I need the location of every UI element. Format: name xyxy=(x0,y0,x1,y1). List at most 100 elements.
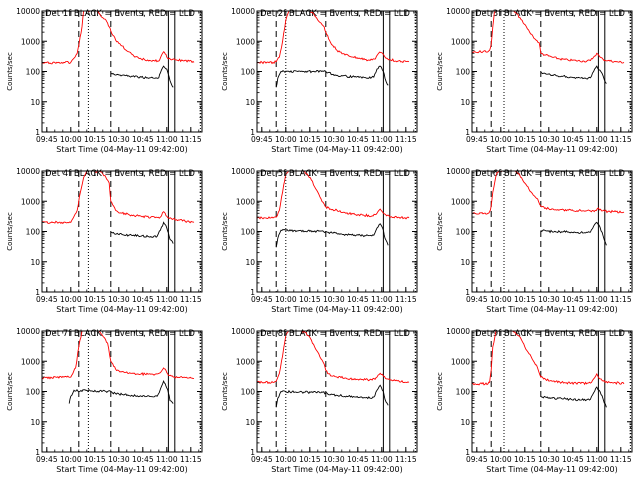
y-tick-label: 1000 xyxy=(21,357,40,366)
chart-title: Det 8f BLACK = Events, RED = LLD xyxy=(260,329,410,339)
x-tick-label: 11:00 xyxy=(586,295,608,304)
x-tick-label: 09:45 xyxy=(251,135,273,144)
red-lld-series-line xyxy=(42,171,195,225)
x-tick-label: 11:15 xyxy=(610,135,632,144)
black-events-series-line xyxy=(110,65,174,88)
y-tick-label: 10 xyxy=(245,418,255,427)
x-axis-label: Start Time (04-May-11 09:42:00) xyxy=(56,465,187,474)
x-tick-label: 10:00 xyxy=(275,455,297,464)
x-tick-label: 09:45 xyxy=(36,135,58,144)
detector-panel-6: Det 6f BLACK = Events, RED = LLD Counts/s… xyxy=(436,167,633,314)
black-events-series-line xyxy=(110,221,174,244)
x-tick-label: 10:30 xyxy=(538,295,560,304)
x-tick-label: 11:15 xyxy=(180,455,202,464)
x-tick-label: 10:15 xyxy=(84,135,106,144)
red-lld-series-line xyxy=(42,11,195,65)
y-axis-label: Counts/sec xyxy=(221,212,229,251)
y-tick-label: 10000 xyxy=(16,7,40,16)
x-tick-label: 10:30 xyxy=(108,295,130,304)
y-tick-label: 100 xyxy=(26,388,41,397)
y-axis-label: Counts/sec xyxy=(221,52,229,91)
y-axis-label: Counts/sec xyxy=(436,212,444,251)
x-tick-label: 10:45 xyxy=(562,295,584,304)
red-lld-series-line xyxy=(42,331,195,380)
detector-panel-9: Det 9f BLACK = Events, RED = LLD Counts/s… xyxy=(436,327,633,474)
x-axis-label: Start Time (04-May-11 09:42:00) xyxy=(271,145,402,154)
chart-title: Det 6f BLACK = Events, RED = LLD xyxy=(475,169,625,179)
x-tick-label: 11:15 xyxy=(610,455,632,464)
x-tick-label: 10:45 xyxy=(347,135,369,144)
x-tick-label: 11:15 xyxy=(180,135,202,144)
x-tick-label: 10:00 xyxy=(275,295,297,304)
chart-title: Det 9f BLACK = Events, RED = LLD xyxy=(475,329,625,339)
chart-title: Det 7f BLACK = Events, RED = LLD xyxy=(45,329,195,339)
x-tick-label: 10:30 xyxy=(323,135,345,144)
x-tick-label: 10:45 xyxy=(562,135,584,144)
x-tick-label: 10:00 xyxy=(490,455,512,464)
x-tick-label: 10:15 xyxy=(84,455,106,464)
x-tick-label: 11:00 xyxy=(156,295,178,304)
plot-frame xyxy=(471,10,633,133)
detector-panel-1: Det 1f BLACK = Events, RED = LLD Counts/s… xyxy=(6,7,203,154)
x-tick-label: 10:00 xyxy=(60,295,82,304)
y-tick-label: 1000 xyxy=(451,197,470,206)
x-tick-label: 11:15 xyxy=(180,295,202,304)
y-tick-label: 1000 xyxy=(236,37,255,46)
y-tick-label: 10 xyxy=(245,98,255,107)
x-tick-label: 10:15 xyxy=(299,135,321,144)
x-tick-label: 11:15 xyxy=(395,135,417,144)
y-tick-label: 100 xyxy=(456,68,471,77)
y-tick-label: 1000 xyxy=(236,197,255,206)
y-tick-label: 100 xyxy=(26,228,41,237)
y-tick-label: 10000 xyxy=(231,167,255,176)
y-tick-label: 10000 xyxy=(16,167,40,176)
plot-frame xyxy=(41,170,203,293)
chart-title: Det 1f BLACK = Events, RED = LLD xyxy=(45,9,195,19)
x-tick-label: 10:30 xyxy=(538,135,560,144)
detector-panel-7: Det 7f BLACK = Events, RED = LLD Counts/s… xyxy=(6,327,203,474)
y-tick-label: 100 xyxy=(241,388,256,397)
x-tick-label: 09:45 xyxy=(36,455,58,464)
x-axis-label: Start Time (04-May-11 09:42:00) xyxy=(56,145,187,154)
detector-panel-8: Det 8f BLACK = Events, RED = LLD Counts/s… xyxy=(221,327,418,474)
y-tick-label: 100 xyxy=(456,228,471,237)
y-tick-label: 1000 xyxy=(236,357,255,366)
red-lld-series-line xyxy=(257,171,410,220)
black-events-series-line xyxy=(540,386,607,408)
y-tick-label: 1000 xyxy=(451,357,470,366)
x-tick-label: 11:00 xyxy=(371,295,393,304)
x-tick-label: 10:00 xyxy=(490,295,512,304)
red-lld-series-line xyxy=(257,11,410,65)
black-events-series-line xyxy=(275,65,389,88)
x-tick-label: 11:15 xyxy=(395,295,417,304)
y-tick-label: 10000 xyxy=(446,327,470,336)
y-tick-label: 100 xyxy=(26,68,41,77)
x-tick-label: 10:15 xyxy=(514,455,536,464)
x-tick-label: 10:45 xyxy=(347,295,369,304)
x-tick-label: 11:00 xyxy=(156,135,178,144)
x-axis-label: Start Time (04-May-11 09:42:00) xyxy=(271,305,402,314)
x-tick-label: 11:00 xyxy=(586,135,608,144)
plot-frame xyxy=(256,170,418,293)
black-events-series-line xyxy=(275,384,389,408)
x-tick-label: 10:30 xyxy=(108,455,130,464)
red-lld-series-line xyxy=(257,331,410,385)
red-lld-series-line xyxy=(472,171,625,215)
y-axis-label: Counts/sec xyxy=(436,52,444,91)
x-tick-label: 10:30 xyxy=(323,295,345,304)
y-tick-label: 1 xyxy=(35,448,40,457)
y-tick-label: 1 xyxy=(465,288,470,297)
x-tick-label: 10:15 xyxy=(299,455,321,464)
x-tick-label: 10:15 xyxy=(514,295,536,304)
x-tick-label: 10:15 xyxy=(299,295,321,304)
y-tick-label: 1 xyxy=(250,288,255,297)
y-tick-label: 100 xyxy=(241,68,256,77)
x-tick-label: 11:00 xyxy=(371,455,393,464)
y-tick-label: 10000 xyxy=(231,7,255,16)
x-tick-label: 10:30 xyxy=(108,135,130,144)
y-axis-label: Counts/sec xyxy=(6,212,14,251)
plot-frame xyxy=(41,10,203,133)
y-tick-label: 1 xyxy=(250,128,255,137)
x-tick-label: 10:45 xyxy=(132,135,154,144)
